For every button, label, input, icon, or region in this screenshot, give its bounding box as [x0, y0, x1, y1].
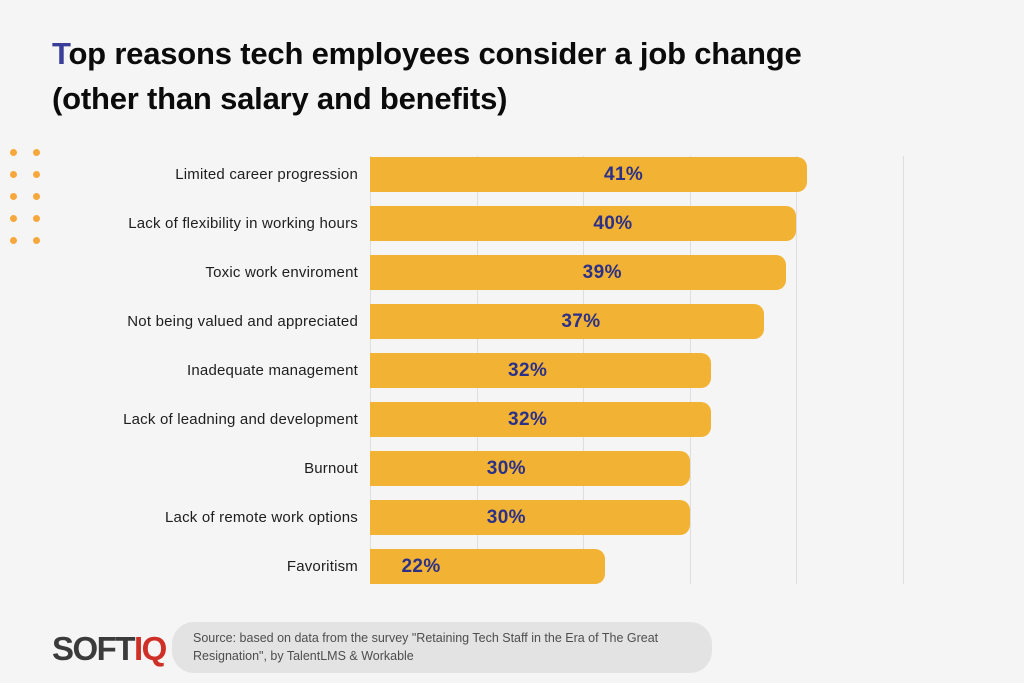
bar: 32% — [370, 353, 712, 388]
source-text-line2: Resignation", by TalentLMS & Workable — [193, 649, 414, 664]
dot — [10, 215, 17, 222]
chart-row: Lack of remote work options 30% — [0, 493, 1024, 542]
category-label: Favoritism — [286, 558, 358, 575]
dot — [10, 171, 17, 178]
bar-value-label: 32% — [508, 359, 548, 381]
bar: 30% — [370, 500, 690, 535]
bar-value-label: 30% — [486, 506, 526, 528]
dot — [10, 149, 17, 156]
title-accent-letter: T — [52, 36, 69, 71]
category-label: Not being valued and appreciated — [127, 313, 358, 330]
bar-chart: Limited career progression 41% Lack of fle… — [0, 150, 1024, 591]
bar: 40% — [370, 206, 797, 241]
logo-text-iq: IQ — [134, 630, 167, 667]
bar-value-label: 40% — [593, 212, 633, 234]
title-line2: (other than salary and benefits) — [52, 81, 508, 116]
category-label: Lack of remote work options — [165, 509, 358, 526]
bar-value-label: 30% — [486, 457, 526, 479]
chart-row: Inadequate management 32% — [0, 346, 1024, 395]
source-text-line1: Source: based on data from the survey "R… — [193, 631, 659, 645]
chart-row: Burnout 30% — [0, 444, 1024, 493]
bar-value-label: 39% — [582, 261, 622, 283]
dot — [33, 237, 40, 244]
category-label: Inadequate management — [187, 362, 358, 379]
dot — [33, 215, 40, 222]
chart-row: Not being valued and appreciated 37% — [0, 297, 1024, 346]
title-line1: Top reasons tech employees consider a jo… — [52, 31, 802, 76]
chart-row: Limited career progression 41% — [0, 150, 1024, 199]
chart-row: Toxic work enviroment 39% — [0, 248, 1024, 297]
bar: 39% — [370, 255, 786, 290]
dot — [10, 193, 17, 200]
category-label: Toxic work enviroment — [205, 264, 358, 281]
gridline — [903, 156, 904, 584]
bar-value-label: 22% — [401, 555, 441, 577]
bar-value-label: 37% — [561, 310, 601, 332]
source-pill: Source: based on data from the survey "R… — [172, 622, 712, 674]
bar: 30% — [370, 451, 690, 486]
category-label: Lack of leadning and development — [123, 411, 358, 428]
category-label: Lack of flexibility in working hours — [128, 215, 358, 232]
bar: 37% — [370, 304, 765, 339]
logo-text-soft: SOFT — [52, 630, 136, 667]
bar: 32% — [370, 402, 712, 437]
chart-row: Lack of flexibility in working hours 40% — [0, 199, 1024, 248]
bar-value-label: 32% — [508, 408, 548, 430]
gridline — [796, 156, 798, 584]
category-label: Burnout — [304, 460, 358, 477]
dot — [10, 237, 17, 244]
bar: 41% — [370, 157, 808, 192]
chart-row: Lack of leadning and development 32% — [0, 395, 1024, 444]
dot — [33, 171, 40, 178]
chart-row: Favoritism 22% — [0, 542, 1024, 591]
dot — [33, 193, 40, 200]
dots-decoration — [10, 149, 40, 244]
dot — [33, 149, 40, 156]
bar-value-label: 41% — [603, 163, 644, 185]
brand-logo: SOFTIQ — [52, 630, 167, 668]
title-line1-rest: op reasons tech employees consider a job… — [68, 36, 802, 71]
page-title: Top reasons tech employees consider a jo… — [52, 31, 802, 121]
category-label: Limited career progression — [175, 166, 358, 183]
bar: 22% — [370, 549, 605, 584]
